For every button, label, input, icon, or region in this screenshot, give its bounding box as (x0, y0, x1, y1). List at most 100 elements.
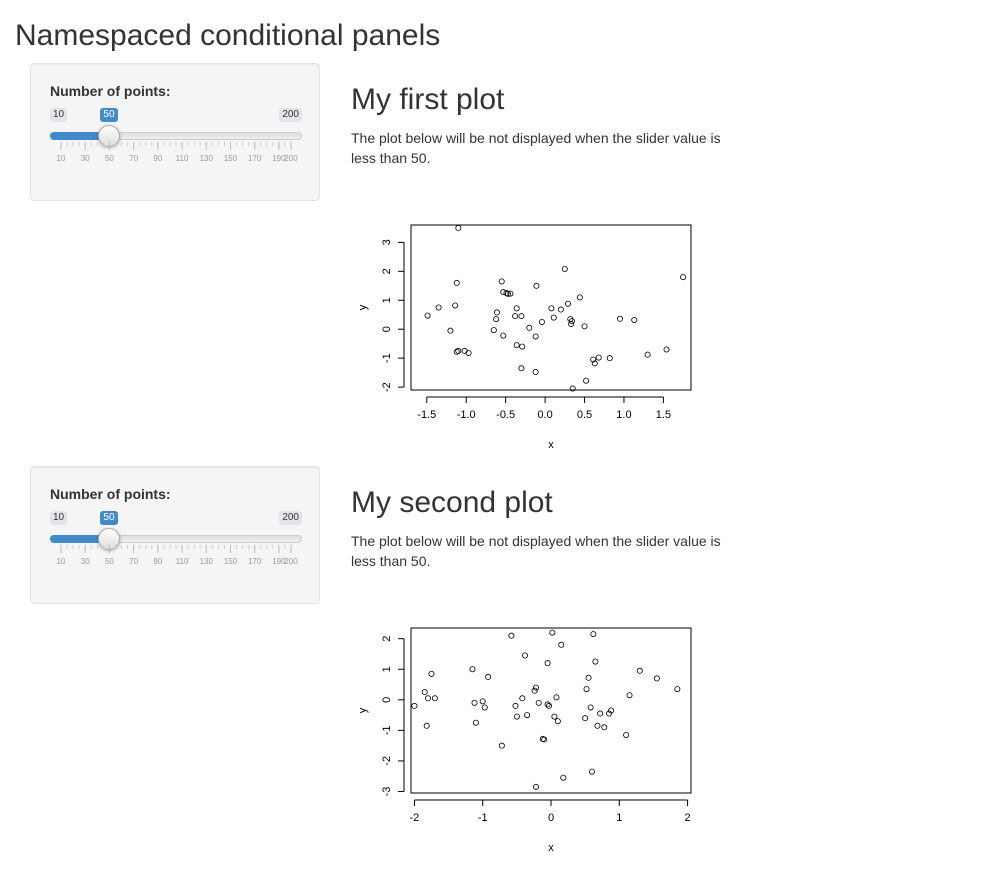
data-point (583, 377, 590, 384)
data-point (424, 312, 431, 319)
slider-min-label: 10 (50, 108, 68, 122)
data-point (626, 692, 633, 699)
data-point (561, 266, 568, 273)
slider-fill (50, 132, 110, 140)
points-slider[interactable]: 10 200 50 10 30 50 70 90 110 130 150 170 190 200 (50, 509, 302, 589)
slider-value-label: 50 (100, 108, 118, 122)
data-point (564, 300, 571, 307)
data-point (425, 695, 432, 702)
data-point (533, 282, 540, 289)
slider-max-label: 200 (279, 108, 302, 122)
x-tick-label: 0.0 (537, 409, 552, 421)
data-point (518, 313, 525, 320)
data-point (568, 321, 575, 328)
x-tick-label: 2 (685, 812, 691, 824)
data-point (423, 722, 430, 729)
slider-tick-label: 170 (248, 557, 262, 566)
data-point (471, 699, 478, 706)
data-point (541, 736, 548, 743)
y-tick-label: -2 (381, 756, 393, 766)
plot-description: The plot below will be not displayed whe… (351, 130, 721, 166)
sidebar-panel-1: Number of points: 10 200 50 10 30 50 70 90 11… (30, 63, 320, 201)
x-tick-label: 0.5 (577, 409, 592, 421)
data-point (587, 704, 594, 711)
slider-tick-label: 90 (153, 154, 162, 163)
data-point (576, 294, 583, 301)
data-point (538, 318, 545, 325)
y-tick-label: 2 (381, 268, 393, 274)
data-point (592, 658, 599, 665)
data-point (590, 356, 597, 363)
data-point (485, 673, 492, 680)
data-point (493, 309, 500, 316)
data-point (526, 324, 533, 331)
data-point (590, 631, 597, 638)
slider-value-label: 50 (100, 511, 118, 525)
data-point (636, 667, 643, 674)
slider-tick-label: 130 (200, 557, 214, 566)
x-tick-label: -1 (478, 812, 488, 824)
data-point (455, 347, 462, 354)
main-section-2: My second plot The plot below will be no… (351, 483, 731, 571)
points-slider[interactable]: 10 200 50 10 30 50 70 90 110 130 150 170 190 200 (50, 106, 302, 186)
slider-tick-label: 150 (224, 154, 238, 163)
y-axis-title: y (357, 707, 369, 713)
x-tick-label: 1 (616, 812, 622, 824)
slider-tick-label: 10 (57, 154, 66, 163)
data-point (585, 674, 592, 681)
data-point (513, 342, 520, 349)
data-point (545, 702, 552, 709)
data-point (500, 332, 507, 339)
data-point (606, 355, 613, 362)
data-point (582, 715, 589, 722)
data-point (595, 354, 602, 361)
x-tick-label: -1.0 (457, 409, 476, 421)
slider-tick-label: 190 (272, 557, 286, 566)
data-point (490, 327, 497, 334)
y-tick-label: 1 (381, 297, 393, 303)
plot-title: My first plot (351, 83, 505, 116)
data-point (680, 274, 687, 281)
y-tick-label: 0 (381, 697, 393, 703)
data-point (554, 718, 561, 725)
data-point (518, 365, 525, 372)
slider-tick-label: 30 (81, 154, 90, 163)
data-point (452, 302, 459, 309)
slider-tick-label: 200 (284, 557, 298, 566)
data-point (507, 290, 514, 297)
y-tick-label: 0 (381, 326, 393, 332)
data-point (569, 385, 576, 392)
data-point (453, 279, 460, 286)
data-point (411, 702, 418, 709)
data-point (591, 360, 598, 367)
data-point (519, 343, 526, 350)
data-point (558, 641, 565, 648)
data-point (524, 712, 531, 719)
y-tick-label: -3 (381, 787, 393, 797)
slider-tick-label: 10 (57, 557, 66, 566)
data-point (447, 327, 454, 334)
data-point (553, 694, 560, 701)
data-point (512, 702, 519, 709)
slider-max-label: 200 (279, 511, 302, 525)
data-point (505, 290, 512, 297)
x-tick-label: 1.0 (616, 409, 631, 421)
scatter-plot-1: -1.5 -1.0 -0.5 0.0 0.5 1.0 1.5 x -2 -1 0 1 2 3 y (357, 224, 692, 451)
slider-tick-label: 70 (129, 154, 138, 163)
data-point (663, 346, 670, 353)
data-point (544, 701, 551, 708)
plot-box (410, 627, 692, 794)
slider-tick-label: 30 (81, 557, 90, 566)
y-tick-label: -1 (381, 353, 393, 363)
data-point (594, 722, 601, 729)
data-point (631, 316, 638, 323)
slider-fill (50, 535, 110, 543)
slider-tick-label: 110 (176, 154, 189, 163)
y-tick-label: -1 (381, 725, 393, 735)
slider-tick-label: 170 (248, 154, 262, 163)
data-point (601, 724, 608, 731)
data-point (481, 704, 488, 711)
x-axis-title: x (548, 842, 554, 854)
